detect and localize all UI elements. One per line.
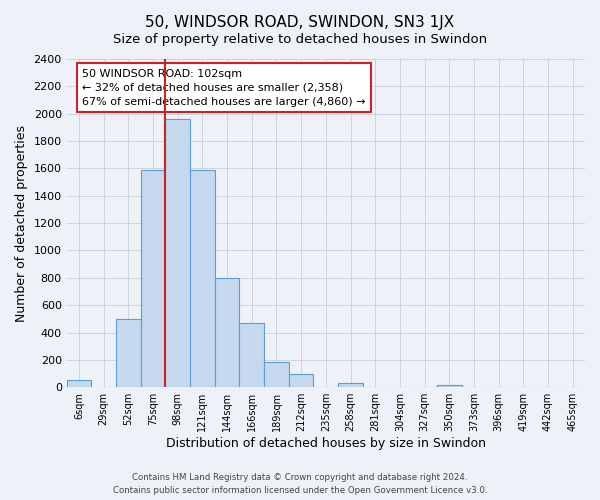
Text: 50, WINDSOR ROAD, SWINDON, SN3 1JX: 50, WINDSOR ROAD, SWINDON, SN3 1JX [145, 15, 455, 30]
Bar [239, 323, 264, 387]
Bar [215, 278, 239, 387]
Bar [67, 380, 91, 387]
Bar [190, 170, 215, 387]
Bar [437, 385, 461, 387]
Y-axis label: Number of detached properties: Number of detached properties [15, 124, 28, 322]
Bar [116, 319, 141, 387]
X-axis label: Distribution of detached houses by size in Swindon: Distribution of detached houses by size … [166, 437, 486, 450]
Bar [166, 119, 190, 387]
Bar [264, 362, 289, 387]
Bar [141, 170, 166, 387]
Text: 50 WINDSOR ROAD: 102sqm
← 32% of detached houses are smaller (2,358)
67% of semi: 50 WINDSOR ROAD: 102sqm ← 32% of detache… [82, 69, 366, 107]
Bar [289, 374, 313, 387]
Text: Contains HM Land Registry data © Crown copyright and database right 2024.
Contai: Contains HM Land Registry data © Crown c… [113, 474, 487, 495]
Text: Size of property relative to detached houses in Swindon: Size of property relative to detached ho… [113, 32, 487, 46]
Bar [338, 383, 363, 387]
